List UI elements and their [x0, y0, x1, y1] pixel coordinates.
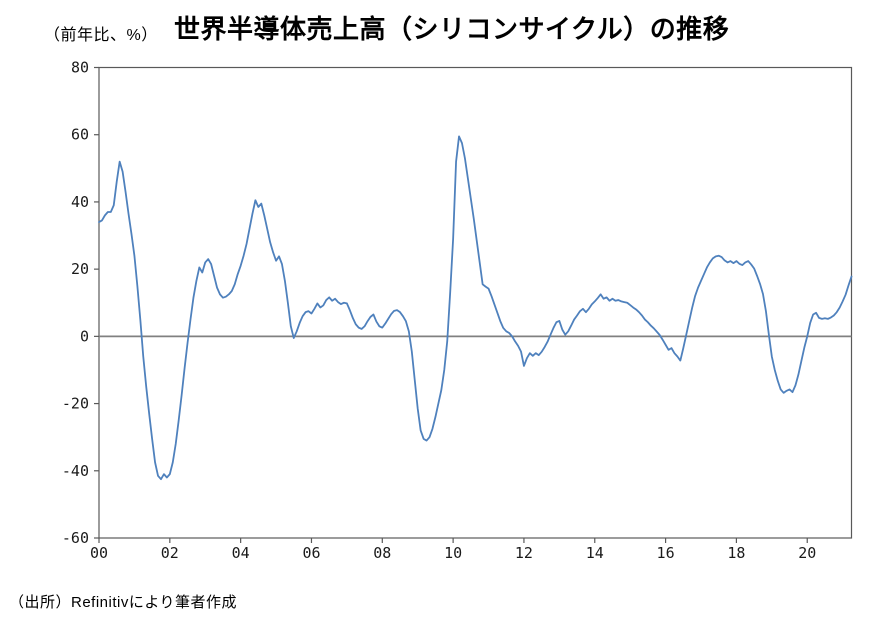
plot-border	[98, 66, 853, 539]
x-tick-label: 20	[798, 544, 816, 562]
y-tick-label: 60	[71, 126, 89, 144]
x-tick-label: 18	[727, 544, 745, 562]
y-tick-label: 20	[71, 260, 89, 278]
y-tick-label: -20	[62, 395, 89, 413]
y-tick-label: 40	[71, 193, 89, 211]
source-note: （出所）Refinitivにより筆者作成	[9, 594, 238, 611]
data-series-line	[98, 135, 853, 481]
x-tick-label: 08	[373, 544, 391, 562]
y-tick-label: 0	[80, 327, 89, 345]
y-tick-label: 80	[71, 59, 89, 77]
x-tick-label: 10	[444, 544, 462, 562]
x-tick-label: 04	[232, 544, 250, 562]
x-tick-label: 16	[657, 544, 675, 562]
chart-title: 世界半導体売上高（シリコンサイクル）の推移	[174, 14, 730, 44]
y-axis-unit-label: （前年比、%）	[44, 27, 158, 44]
x-tick-label: 00	[90, 544, 108, 562]
y-tick-label: -60	[62, 529, 89, 547]
chart-header: （前年比、%） 世界半導体売上高（シリコンサイクル）の推移	[0, 0, 870, 50]
y-tick-label: -40	[62, 462, 89, 480]
x-tick-label: 12	[515, 544, 533, 562]
x-tick-label: 14	[586, 544, 604, 562]
x-tick-label: 02	[161, 544, 179, 562]
x-tick-label: 06	[302, 544, 320, 562]
